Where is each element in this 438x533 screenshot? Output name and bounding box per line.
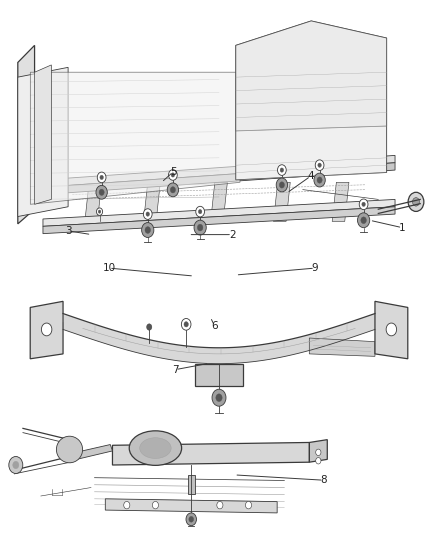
Text: 4: 4 [307,171,314,181]
Polygon shape [43,207,395,233]
Polygon shape [18,45,35,224]
Bar [195,364,243,386]
Circle shape [96,208,102,215]
Polygon shape [43,156,395,187]
Circle shape [147,324,152,330]
Polygon shape [273,182,290,221]
Circle shape [217,502,223,509]
Circle shape [9,456,23,473]
Circle shape [198,224,203,231]
Text: 1: 1 [399,223,406,233]
Polygon shape [73,445,113,459]
Circle shape [152,502,159,509]
Polygon shape [309,440,327,462]
Polygon shape [35,65,51,204]
Polygon shape [236,21,387,180]
Circle shape [216,394,222,401]
Text: 2: 2 [229,230,235,240]
Circle shape [245,502,251,509]
Polygon shape [85,182,102,221]
Polygon shape [144,182,160,221]
Circle shape [362,202,365,206]
Circle shape [317,177,322,183]
Circle shape [280,168,284,172]
Circle shape [170,187,176,193]
Circle shape [145,227,151,233]
Circle shape [357,213,370,228]
Circle shape [318,163,321,167]
Ellipse shape [57,436,83,463]
Circle shape [96,185,107,199]
Circle shape [171,173,175,177]
Circle shape [279,182,284,188]
Circle shape [169,169,177,180]
Circle shape [97,172,106,183]
Polygon shape [332,182,349,221]
Circle shape [314,173,325,187]
Text: 7: 7 [172,365,179,375]
Circle shape [143,209,152,220]
Text: 6: 6 [211,321,218,331]
Circle shape [167,183,179,197]
Polygon shape [18,67,68,216]
Polygon shape [43,163,395,195]
Circle shape [413,198,420,206]
Polygon shape [30,301,63,359]
Circle shape [13,461,19,469]
Circle shape [186,513,197,526]
Circle shape [196,206,205,217]
Polygon shape [211,182,227,221]
Circle shape [184,321,188,327]
Text: 8: 8 [321,475,327,485]
Circle shape [361,217,366,224]
Circle shape [124,502,130,509]
Circle shape [359,199,368,209]
Circle shape [316,449,321,456]
Polygon shape [30,72,240,204]
Circle shape [98,210,101,213]
Polygon shape [375,301,408,359]
Text: 3: 3 [65,226,72,236]
Polygon shape [236,21,387,131]
Circle shape [100,175,103,180]
Circle shape [386,323,397,336]
Circle shape [212,389,226,406]
Polygon shape [105,499,277,513]
Circle shape [198,209,202,214]
Text: 9: 9 [312,263,318,273]
Ellipse shape [129,431,182,465]
Polygon shape [309,338,375,357]
Circle shape [408,192,424,212]
Circle shape [189,516,194,522]
Text: 5: 5 [170,167,177,177]
Circle shape [278,165,286,175]
Circle shape [41,323,52,336]
Circle shape [146,212,149,216]
Circle shape [194,220,206,235]
Circle shape [99,189,104,196]
Text: 10: 10 [102,263,116,273]
Circle shape [315,160,324,171]
Circle shape [181,319,191,330]
Ellipse shape [140,438,171,458]
Polygon shape [43,199,395,227]
Bar [188,475,195,494]
Polygon shape [63,313,375,364]
Circle shape [141,223,154,238]
Circle shape [276,178,288,192]
Polygon shape [113,442,309,465]
Circle shape [316,458,321,464]
